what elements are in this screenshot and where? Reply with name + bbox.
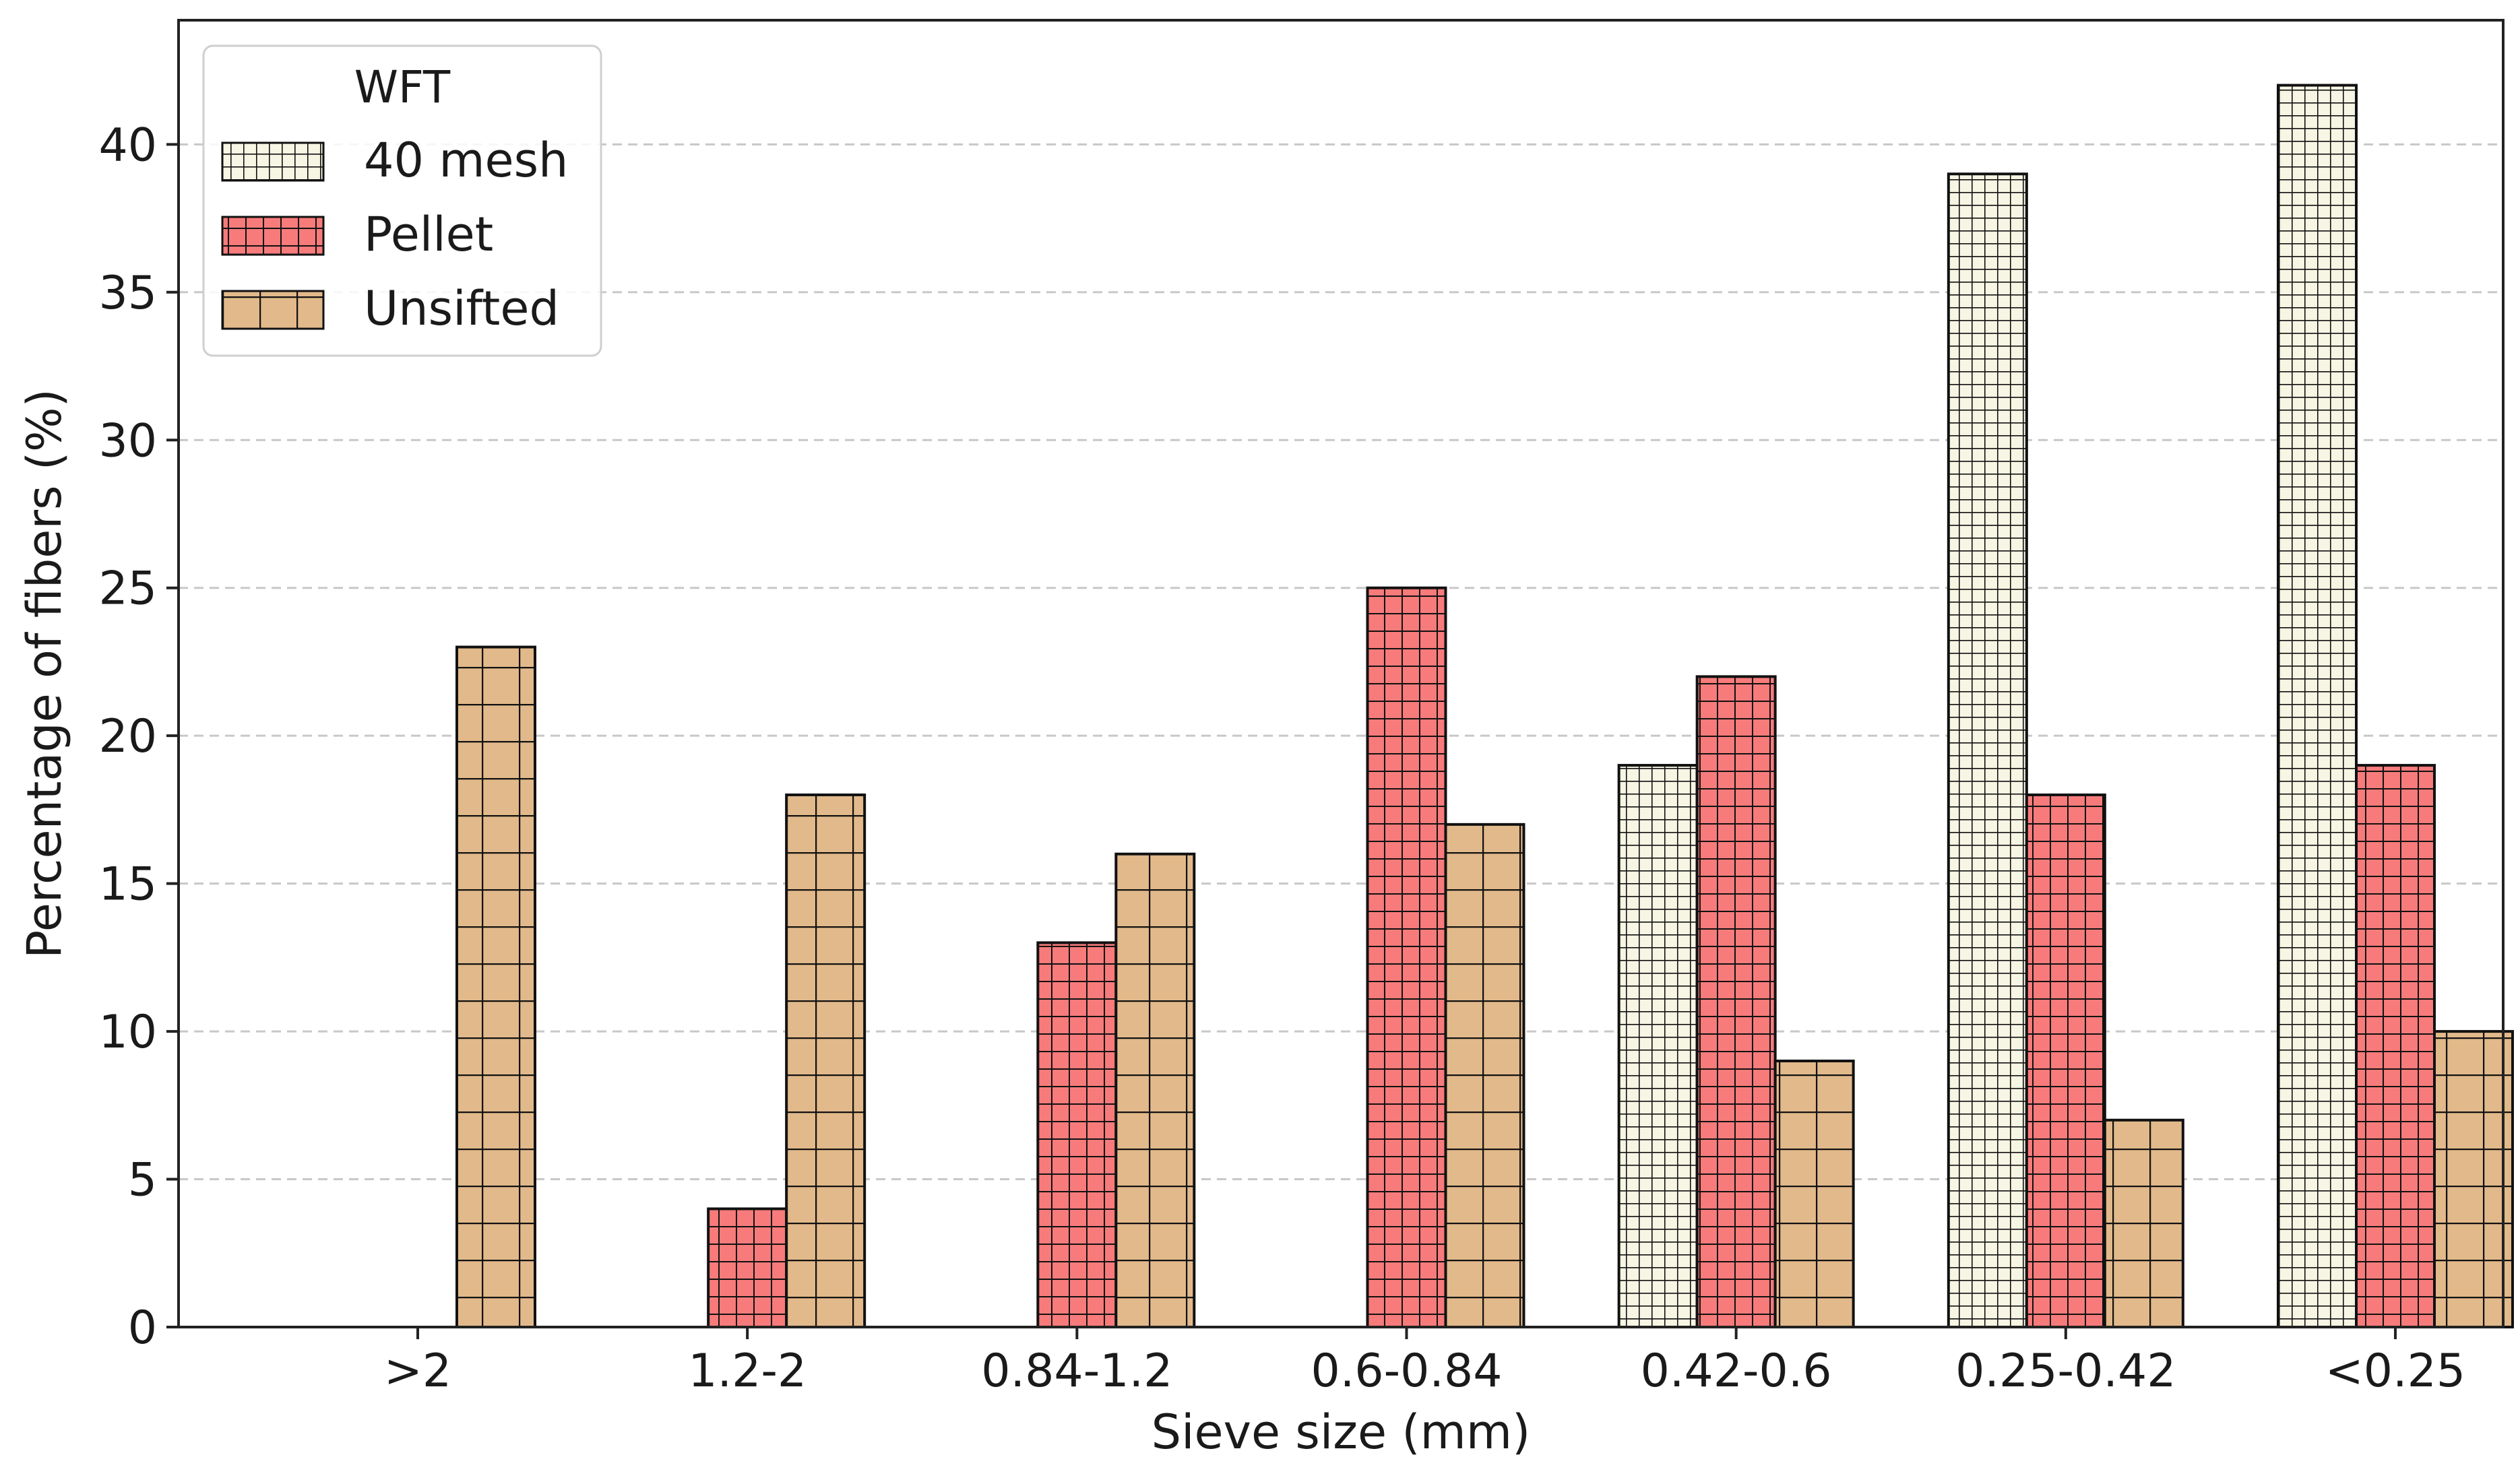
x-tick-label-2: 0.84-1.2 — [981, 1345, 1172, 1398]
y-axis-label: Percentage of fibers (%) — [17, 389, 72, 959]
bar-pellet-0-42-0-6 — [1695, 675, 1777, 1328]
bar-40-mesh-0-25 — [2277, 84, 2358, 1329]
bar-unsifted-1-2-2 — [785, 793, 867, 1328]
bar-unsifted-0-42-0-6 — [1773, 1059, 1855, 1329]
bars-layer — [455, 84, 2514, 1329]
legend-label-pellet: Pellet — [364, 207, 493, 262]
x-tick-label-3: 0.6-0.84 — [1311, 1345, 1502, 1398]
legend-swatch-40-mesh — [221, 141, 325, 182]
legend-swatch-pellet — [221, 216, 325, 256]
legend-swatch-unsifted — [221, 290, 325, 330]
bar-unsifted-0-6-0-84 — [1444, 823, 1525, 1329]
y-tick-label-20: 20 — [98, 710, 157, 763]
y-tick-label-30: 30 — [98, 414, 157, 468]
bar-pellet-0-6-0-84 — [1366, 586, 1447, 1328]
x-tick-label-1: 1.2-2 — [688, 1345, 807, 1398]
bar-unsifted-0-25-0-42 — [2103, 1118, 2184, 1328]
bar-pellet-0-25-0-42 — [2025, 793, 2106, 1328]
y-tick-label-35: 35 — [98, 267, 157, 320]
y-tick-label-40: 40 — [98, 119, 157, 172]
y-tick-label-15: 15 — [98, 858, 157, 911]
legend-label-40-mesh: 40 mesh — [364, 133, 568, 188]
y-tick-label-25: 25 — [98, 562, 157, 616]
y-tick-label-5: 5 — [128, 1154, 157, 1207]
bar-unsifted-0-84-1-2 — [1114, 852, 1196, 1328]
x-tick-label-4: 0.42-0.6 — [1641, 1345, 1832, 1398]
x-tick-label-6: <0.25 — [2325, 1345, 2465, 1398]
legend-label-unsifted: Unsifted — [364, 281, 559, 336]
x-axis: >2 1.2-2 0.84-1.2 0.6-0.84 0.42-0.6 0.25-0.42… — [384, 1327, 2465, 1398]
y-tick-label-0: 0 — [128, 1301, 157, 1355]
bar-pellet-1-2-2 — [707, 1207, 788, 1329]
bar-40-mesh-0-25-0-42 — [1947, 172, 2028, 1328]
legend: WFT 40 mesh Pellet Unsifted — [202, 44, 602, 357]
y-tick-label-10: 10 — [98, 1006, 157, 1059]
x-tick-label-5: 0.25-0.42 — [1955, 1345, 2176, 1398]
bar-pellet-0-84-1-2 — [1036, 941, 1118, 1328]
legend-box — [202, 44, 602, 357]
bar-pellet-0-25 — [2355, 764, 2436, 1328]
legend-title: WFT — [354, 61, 451, 113]
x-axis-label: Sieve size (mm) — [1152, 1405, 1531, 1460]
bar-unsifted-0-25 — [2433, 1030, 2514, 1328]
bar-40-mesh-0-42-0-6 — [1617, 764, 1699, 1328]
x-tick-label-0: >2 — [384, 1345, 451, 1398]
bar-unsifted-2 — [455, 645, 536, 1328]
plot-frame — [177, 19, 2505, 1328]
y-axis: 0 5 10 15 20 25 30 35 40 — [98, 119, 179, 1355]
